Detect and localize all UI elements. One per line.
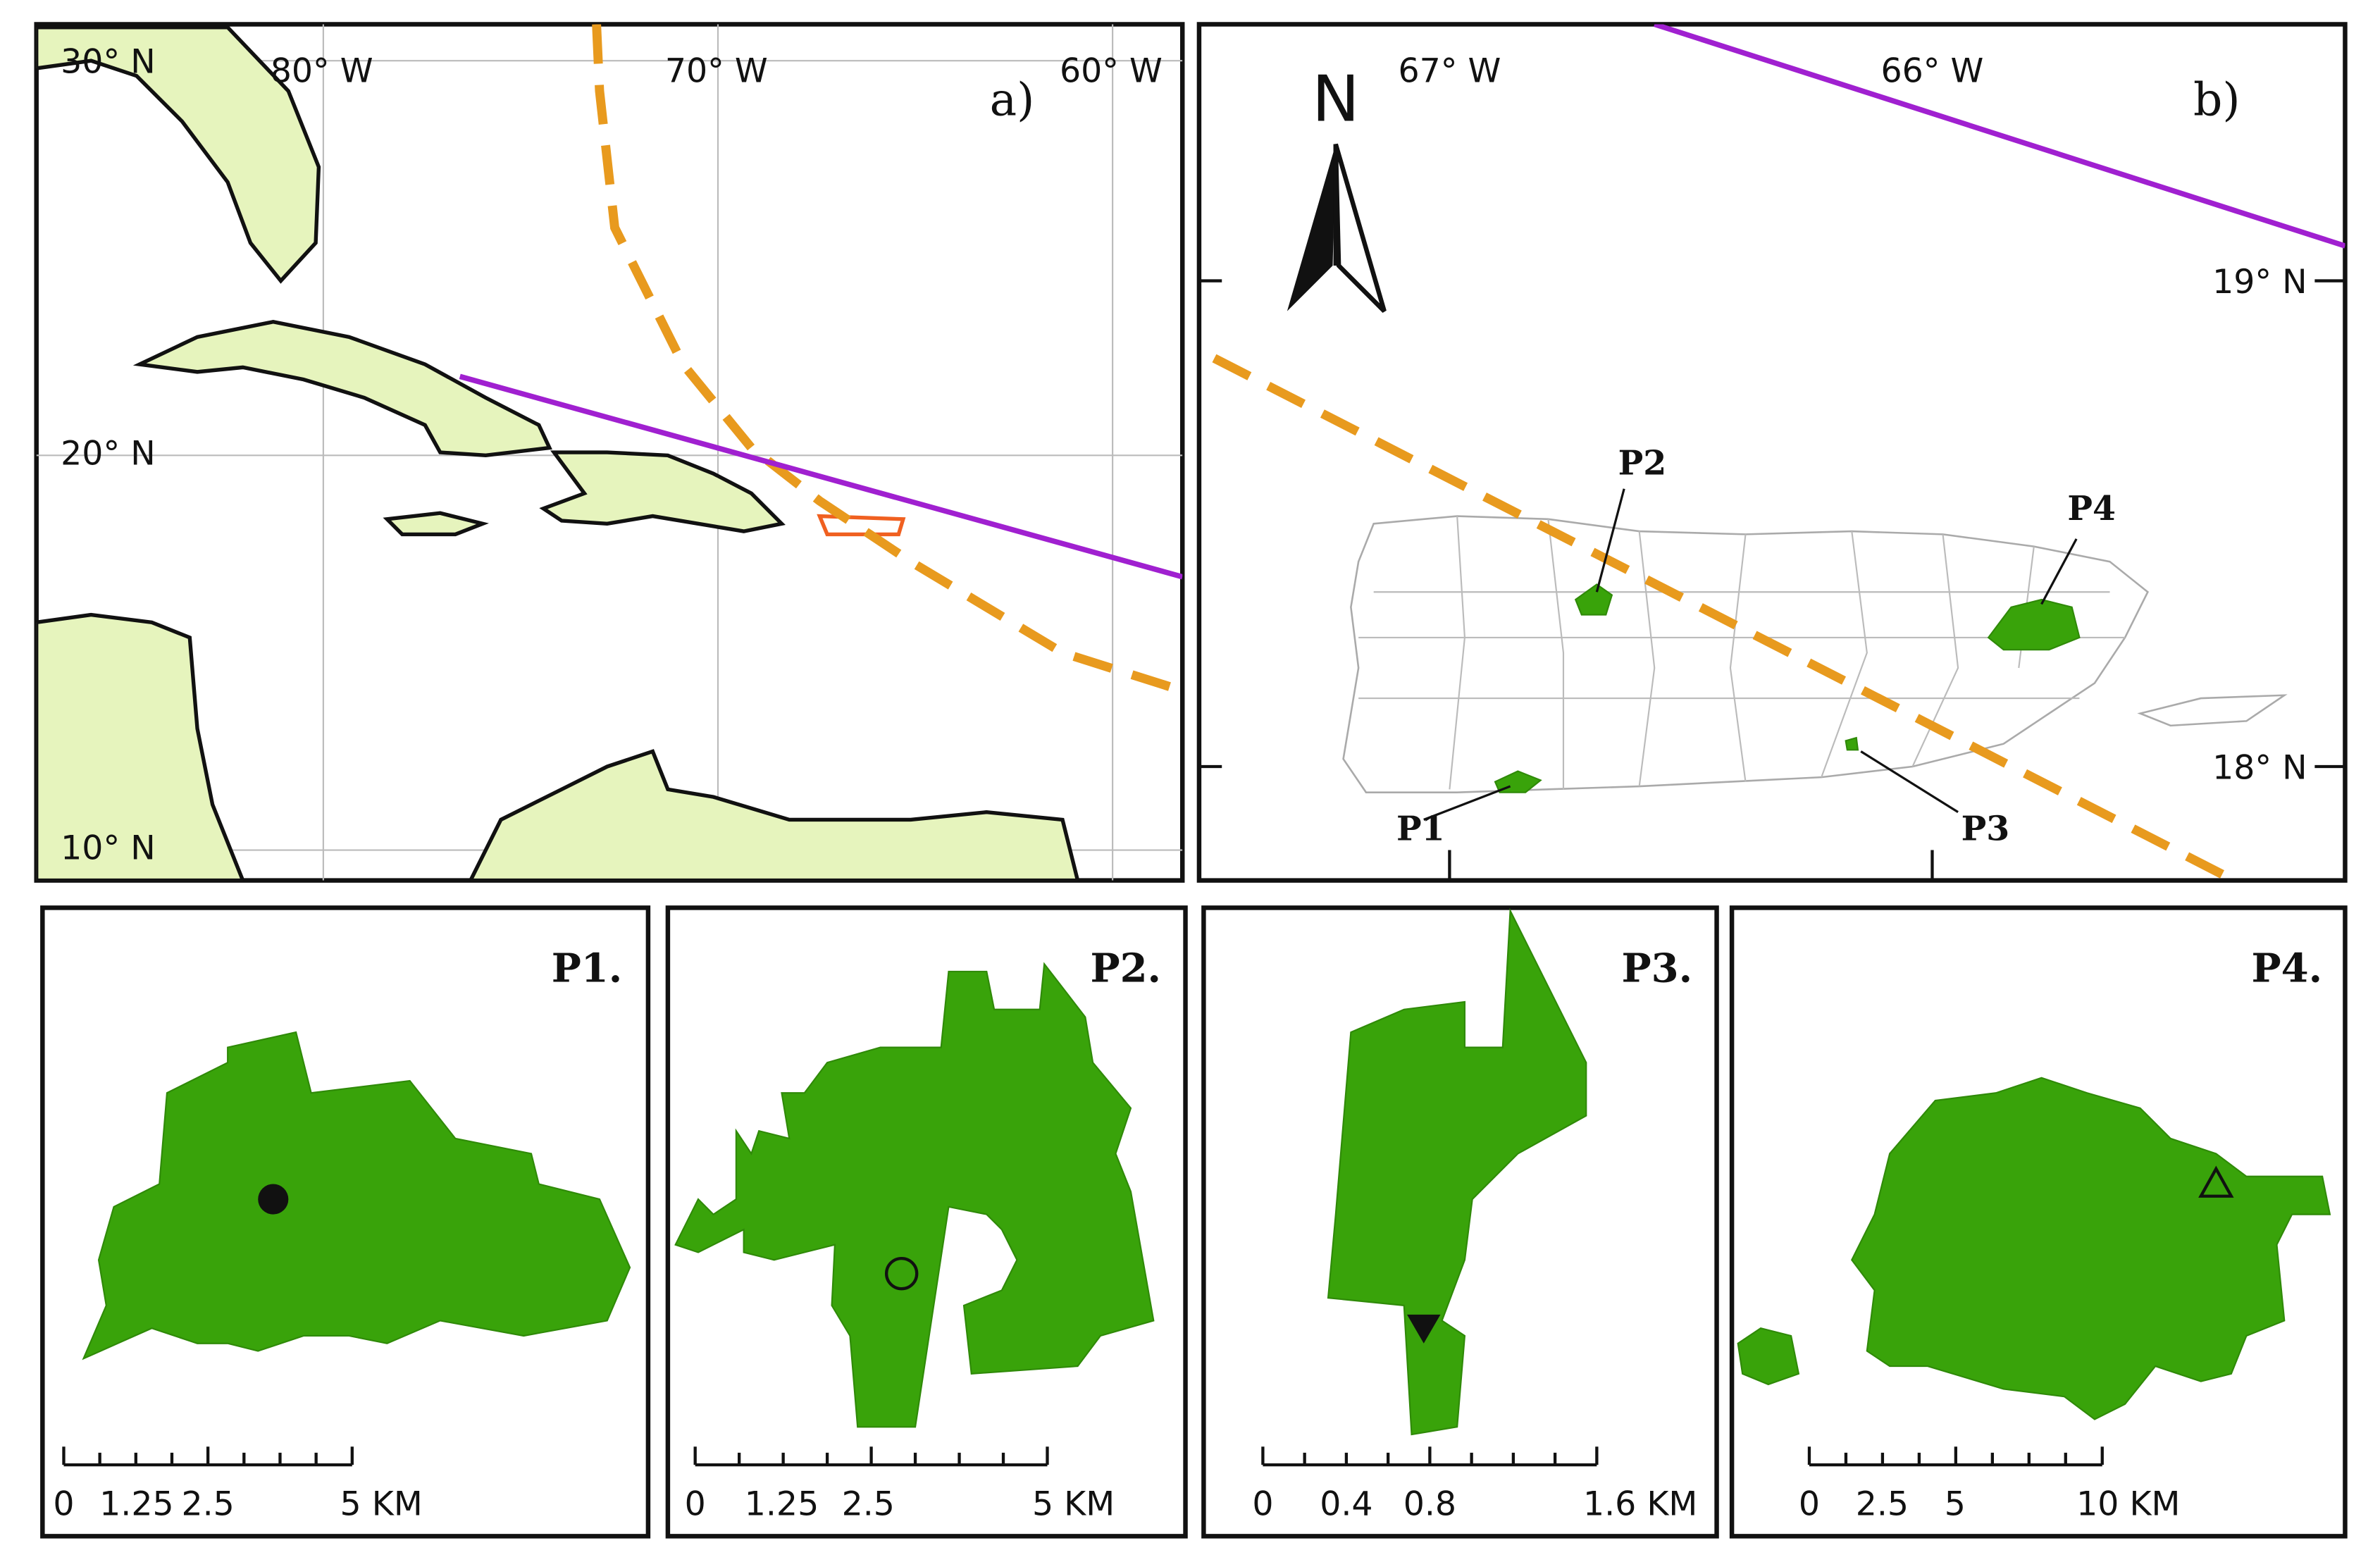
inset-p1: P1. bbox=[40, 905, 651, 1539]
south-america bbox=[468, 749, 1080, 881]
site-label: P4 bbox=[2067, 490, 2116, 528]
site-marker bbox=[1407, 1314, 1441, 1344]
scale-label: 0.4 bbox=[1320, 1484, 1372, 1523]
inset-label: P1. bbox=[552, 946, 623, 992]
scale-label: 1.6 KM bbox=[1583, 1484, 1697, 1523]
lon-label: 66° W bbox=[1881, 51, 1984, 90]
site-label: P1 bbox=[1396, 810, 1445, 849]
scale-label: 5 KM bbox=[1032, 1484, 1115, 1523]
site-marker bbox=[258, 1184, 289, 1215]
florida bbox=[36, 25, 321, 284]
lat-label: 18° N bbox=[2212, 748, 2307, 787]
scale-label: 10 KM bbox=[2076, 1484, 2180, 1523]
scale-label: 0 bbox=[1252, 1484, 1273, 1523]
scale-label: 1.25 bbox=[745, 1484, 819, 1523]
site-marker bbox=[2198, 1165, 2234, 1198]
inset-label: P3. bbox=[1622, 946, 1693, 992]
site-marker bbox=[884, 1256, 919, 1291]
central-america bbox=[36, 612, 245, 881]
dashed-track bbox=[592, 24, 1183, 695]
lat-label: 30° N bbox=[61, 42, 155, 81]
scale-label: 5 bbox=[1945, 1484, 1966, 1523]
inset-label: P2. bbox=[1090, 946, 1161, 992]
lat-label: 10° N bbox=[61, 829, 155, 868]
lat-label: 20° N bbox=[61, 434, 155, 473]
panel-a: 80° W 70° W 60° W 30° N 20° N 10° N a) bbox=[34, 22, 1185, 883]
scale-label: 2.5 bbox=[842, 1484, 895, 1523]
inset-p4: P4. bbox=[1729, 905, 2348, 1539]
site-p2 bbox=[1574, 583, 1613, 616]
scale-label: 0.8 bbox=[1403, 1484, 1456, 1523]
hispaniola bbox=[539, 450, 786, 533]
inset-p2: P2. bbox=[665, 905, 1188, 1539]
puerto-rico bbox=[817, 514, 906, 537]
lon-label: 70° W bbox=[665, 51, 768, 90]
scale-label: 1.25 bbox=[99, 1484, 173, 1523]
lat-label: 19° N bbox=[2212, 263, 2307, 302]
inset-p3: P3. bbox=[1201, 905, 1719, 1539]
scale-label: 5 KM bbox=[340, 1484, 423, 1523]
scale-label: 0 bbox=[1799, 1484, 1820, 1523]
puerto-rico-map bbox=[1342, 515, 2150, 793]
site-label: P3 bbox=[1961, 810, 2010, 849]
panel-b: N 67° W 66° W 19° N 18° N b) P1 P2 P3 P4 bbox=[1196, 22, 2348, 883]
jamaica bbox=[383, 511, 489, 537]
site-p4 bbox=[1987, 598, 2081, 651]
site-p3 bbox=[1845, 736, 1859, 751]
dashed-track bbox=[1212, 354, 2231, 881]
lon-label: 80° W bbox=[271, 51, 373, 90]
purple-track bbox=[459, 373, 1183, 580]
lon-label: 67° W bbox=[1398, 51, 1501, 90]
inset-label: P4. bbox=[2252, 946, 2323, 992]
cuba bbox=[132, 320, 552, 458]
panel-label: a) bbox=[990, 74, 1035, 127]
scale-bars: 0 1.25 2.5 5 KM 0 1.25 2.5 5 KM 0 0.4 0.8 1.6 KM 0 2.… bbox=[53, 1446, 2180, 1523]
scale-label: 0 bbox=[53, 1484, 74, 1523]
lon-label: 60° W bbox=[1060, 51, 1163, 90]
panel-label: b) bbox=[2193, 74, 2240, 127]
scale-label: 2.5 bbox=[1856, 1484, 1909, 1523]
purple-track bbox=[1654, 24, 2345, 249]
scale-label: 0 bbox=[685, 1484, 706, 1523]
north-label: N bbox=[1312, 62, 1360, 136]
scale-label: 2.5 bbox=[181, 1484, 234, 1523]
site-label: P2 bbox=[1618, 444, 1667, 483]
